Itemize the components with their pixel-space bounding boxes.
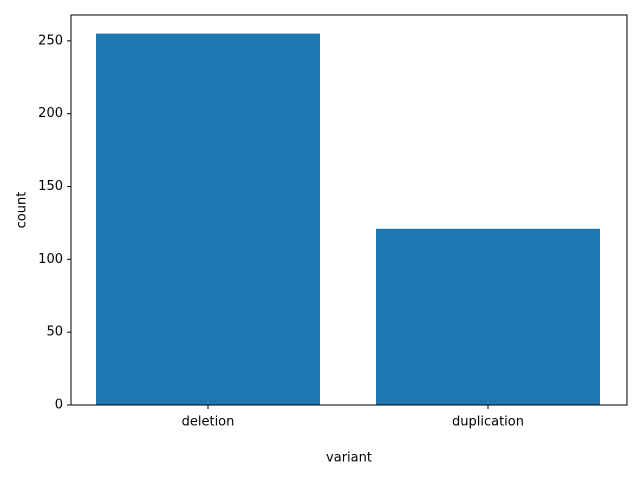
x-axis-label: variant <box>326 451 372 466</box>
plot-frame <box>70 14 628 406</box>
y-tick-label: 100 <box>38 252 63 267</box>
y-tick-label: 0 <box>55 398 63 413</box>
y-axis-label: count <box>15 192 30 229</box>
y-tick-label: 50 <box>46 325 63 340</box>
y-tick-label: 200 <box>38 106 63 121</box>
y-tick-label: 150 <box>38 179 63 194</box>
x-tick-label: duplication <box>452 415 524 430</box>
x-tick-label: deletion <box>182 415 235 430</box>
bar <box>96 33 320 405</box>
bar <box>376 228 600 405</box>
y-tick-label: 250 <box>38 33 63 48</box>
